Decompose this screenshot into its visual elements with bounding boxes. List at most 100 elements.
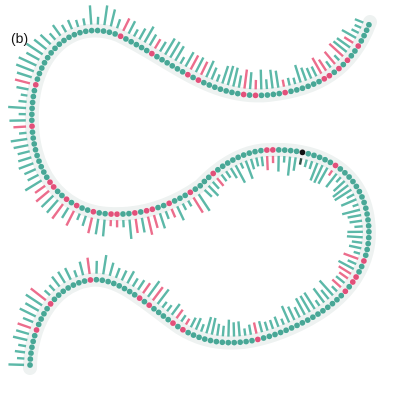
position-bar	[257, 320, 264, 333]
position-bar	[303, 159, 308, 168]
sequence-node	[73, 202, 80, 209]
position-bar	[244, 160, 254, 180]
sequence-node	[163, 59, 171, 67]
sequence-node	[358, 263, 365, 270]
position-bar	[334, 188, 352, 202]
sequence-node	[293, 322, 301, 329]
sequence-node	[287, 147, 294, 154]
sequence-node	[111, 30, 119, 38]
position-bar	[14, 349, 26, 354]
position-bar	[332, 40, 348, 53]
position-bar	[103, 5, 109, 26]
sequence-node	[201, 178, 208, 185]
sequence-node	[281, 89, 289, 96]
sequence-node	[288, 324, 295, 332]
position-bar	[328, 42, 344, 58]
position-bar	[237, 321, 241, 337]
sequence-node	[214, 166, 222, 174]
position-bar	[336, 37, 351, 49]
position-bar	[76, 213, 81, 221]
sequence-node	[263, 146, 271, 154]
position-bar	[317, 58, 328, 72]
position-bar	[127, 20, 137, 35]
position-bar	[199, 61, 209, 76]
sequence-node	[282, 326, 290, 334]
position-bar	[259, 69, 263, 90]
sequence-node	[327, 159, 334, 166]
sequence-node	[155, 309, 162, 316]
position-bar	[131, 277, 139, 288]
sequence-node	[51, 45, 59, 52]
sequence-node	[113, 210, 121, 218]
sequence-node	[355, 268, 363, 276]
position-bar	[260, 156, 265, 167]
position-bar	[159, 41, 167, 53]
position-bar	[175, 308, 184, 319]
sequence-node	[29, 338, 37, 345]
position-bar	[320, 289, 330, 300]
position-bar	[184, 318, 191, 326]
sequence-node	[60, 37, 68, 44]
sequence-node	[131, 209, 139, 217]
position-bar	[268, 319, 275, 330]
position-bar	[101, 219, 106, 237]
sequence-node	[219, 162, 226, 170]
sequence-node	[248, 337, 256, 344]
sequence-node	[310, 152, 318, 159]
sequence-node	[358, 193, 366, 201]
position-bar	[348, 244, 362, 250]
position-bar	[51, 24, 62, 37]
sequence-node	[70, 281, 77, 289]
sequence-node	[28, 122, 36, 130]
sequence-node	[28, 116, 36, 124]
position-bar	[210, 67, 218, 80]
sequence-node	[46, 178, 54, 186]
sequence-node	[257, 147, 265, 154]
sequence-node	[27, 355, 34, 363]
sequence-node	[266, 333, 273, 340]
position-bar	[15, 63, 35, 73]
sequence-node	[121, 285, 128, 292]
position-bar	[164, 210, 170, 220]
position-bar	[287, 306, 296, 321]
position-bar	[248, 72, 253, 90]
position-bar	[332, 184, 349, 198]
sequence-node	[59, 288, 67, 295]
position-bar	[170, 208, 177, 218]
sequence-node	[36, 70, 43, 77]
position-bar	[346, 235, 363, 239]
position-bar	[158, 212, 167, 229]
sequence-node	[320, 75, 328, 83]
position-bar	[273, 316, 280, 328]
sequence-node	[349, 178, 357, 185]
position-bar	[181, 203, 188, 211]
sequence-node	[43, 305, 51, 313]
position-bar	[170, 303, 181, 316]
sequence-node	[32, 81, 40, 89]
position-bar	[318, 279, 334, 297]
position-bar	[48, 284, 56, 292]
position-bar	[108, 262, 115, 277]
position-bar	[341, 28, 357, 40]
position-bar	[18, 131, 27, 135]
sequence-node	[82, 27, 90, 35]
position-bar	[82, 18, 86, 26]
sequence-node	[360, 32, 368, 39]
sequence-node	[353, 183, 360, 190]
position-bar	[274, 70, 280, 88]
highlighted-node	[299, 149, 306, 156]
position-bar	[247, 324, 253, 335]
sequence-node	[71, 31, 78, 38]
position-bar	[81, 215, 87, 227]
sequence-node	[342, 288, 349, 295]
sequence-node	[154, 204, 162, 211]
position-bar	[314, 299, 321, 307]
sequence-node	[87, 276, 94, 284]
position-bar	[207, 184, 220, 197]
sequence-node	[293, 86, 301, 94]
sequence-node	[344, 56, 351, 64]
sequence-node	[169, 319, 177, 327]
sequence-node	[365, 228, 373, 236]
position-bar	[25, 51, 40, 61]
sequence-node	[219, 338, 226, 346]
